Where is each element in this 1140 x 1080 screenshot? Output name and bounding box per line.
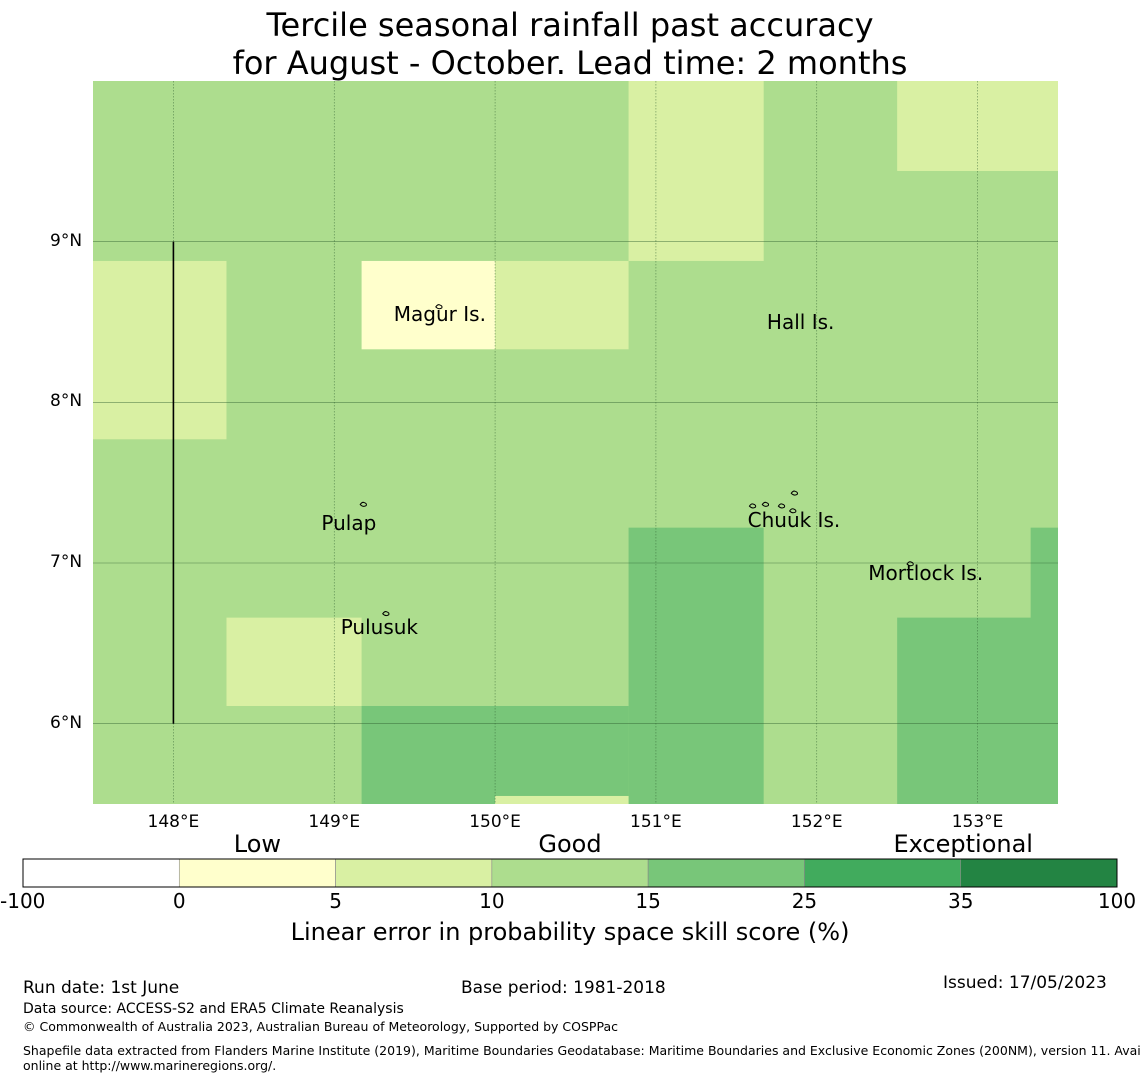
colorbar-swatch bbox=[647, 858, 805, 888]
map-cell bbox=[93, 260, 227, 440]
run-date: Run date: 1st June bbox=[23, 978, 180, 998]
map-cell bbox=[897, 81, 1058, 171]
longitude-label: 150°E bbox=[469, 812, 521, 832]
place-label: Pulusuk bbox=[340, 615, 418, 640]
island-outline bbox=[790, 490, 798, 496]
map-cell bbox=[361, 705, 629, 804]
place-label: Pulap bbox=[321, 510, 377, 535]
map-cell bbox=[226, 617, 362, 706]
island-outline bbox=[435, 304, 443, 310]
latitude-label: 8°N bbox=[50, 391, 83, 412]
colorbar-swatch bbox=[22, 858, 180, 888]
island-outline bbox=[359, 501, 367, 507]
place-label: Mortlock Is. bbox=[868, 560, 984, 585]
latitude-label: 9°N bbox=[50, 230, 83, 251]
island-outline bbox=[777, 503, 786, 509]
longitude-label: 153°E bbox=[951, 812, 1004, 832]
longitude-label: 149°E bbox=[308, 812, 361, 832]
issued-date: Issued: 17/05/2023 bbox=[943, 973, 1107, 993]
data-source: Data source: ACCESS-S2 and ERA5 Climate … bbox=[23, 1001, 404, 1017]
colorbar-swatch bbox=[491, 858, 649, 888]
colorbar-swatch bbox=[804, 858, 962, 888]
colorbar-tick-label: 5 bbox=[329, 889, 342, 913]
island-outline bbox=[788, 508, 797, 514]
copyright: © Commonwealth of Australia 2023, Austra… bbox=[23, 1019, 618, 1034]
colorbar-label: Linear error in probability space skill … bbox=[290, 918, 850, 946]
colorbar-tick-label: -100 bbox=[0, 889, 46, 913]
colorbar-category-label: Low bbox=[233, 830, 282, 858]
map-cell bbox=[495, 260, 629, 350]
place-label: Chuuk Is. bbox=[747, 507, 841, 532]
colorbar-tick-label: 15 bbox=[635, 889, 661, 913]
longitude-label: 151°E bbox=[630, 812, 682, 832]
map-cell bbox=[1030, 527, 1058, 804]
colorbar-category-label: Good bbox=[538, 830, 602, 858]
island-outline bbox=[906, 561, 914, 567]
colorbar-tick-label: 100 bbox=[1097, 889, 1137, 913]
map-title-line2: for August - October. Lead time: 2 month… bbox=[232, 44, 908, 82]
shapefile-credit-line2: online at http://www.marineregions.org/. bbox=[23, 1058, 277, 1073]
base-period: Base period: 1981-2018 bbox=[461, 978, 666, 998]
map-cell bbox=[495, 795, 629, 804]
colorbar-tick-label: 25 bbox=[791, 889, 818, 913]
map-cell bbox=[628, 81, 764, 261]
place-label: Magur Is. bbox=[393, 301, 486, 326]
latitude-label: 7°N bbox=[50, 552, 83, 572]
colorbar-swatch bbox=[178, 858, 336, 888]
colorbar-frame bbox=[22, 858, 1118, 888]
island-outline bbox=[748, 503, 757, 509]
island-outline bbox=[382, 611, 390, 617]
map-title-line1: Tercile seasonal rainfall past accuracy bbox=[266, 6, 874, 44]
map-title: Tercile seasonal rainfall past accuracy … bbox=[0, 6, 1140, 82]
shapefile-credit-line1: Shapefile data extracted from Flanders M… bbox=[23, 1043, 1140, 1058]
longitude-label: 148°E bbox=[147, 812, 200, 832]
longitude-label: 152°E bbox=[790, 812, 843, 832]
colorbar-swatch bbox=[335, 858, 493, 888]
island-outline bbox=[761, 501, 770, 507]
colorbar-category-label: Exceptional bbox=[893, 830, 1033, 858]
map-cell bbox=[361, 260, 496, 350]
colorbar-tick-label: 10 bbox=[479, 889, 505, 913]
colorbar-tick-label: 0 bbox=[172, 889, 186, 913]
colorbar-tick-label: 35 bbox=[947, 889, 974, 913]
colorbar-swatch bbox=[960, 858, 1118, 888]
map-cell bbox=[628, 527, 764, 804]
place-label: Hall Is. bbox=[766, 310, 835, 334]
latitude-label: 6°N bbox=[50, 712, 83, 733]
